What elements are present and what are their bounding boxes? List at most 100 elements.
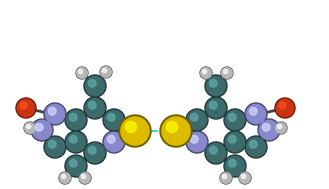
Circle shape [48,140,56,148]
Circle shape [258,119,280,141]
Circle shape [81,174,86,179]
Circle shape [190,135,198,143]
Circle shape [240,173,250,183]
Circle shape [166,121,178,133]
Circle shape [206,76,226,96]
Circle shape [45,104,65,124]
Circle shape [200,67,212,79]
Circle shape [224,155,246,177]
Circle shape [20,102,27,109]
Circle shape [186,109,208,131]
Circle shape [223,69,228,74]
Circle shape [103,131,125,153]
Circle shape [245,103,267,125]
Circle shape [66,110,86,130]
Circle shape [77,68,87,78]
Circle shape [44,136,66,158]
Circle shape [66,156,86,176]
Circle shape [101,67,111,77]
Circle shape [162,117,190,145]
Circle shape [48,107,56,115]
Circle shape [85,98,105,118]
Circle shape [205,75,227,97]
Circle shape [187,132,207,152]
Circle shape [209,101,217,109]
Circle shape [186,131,208,153]
Circle shape [160,115,192,147]
Circle shape [228,135,236,143]
Circle shape [239,172,251,184]
Circle shape [209,146,217,154]
Circle shape [84,75,106,97]
Circle shape [59,172,71,184]
Circle shape [220,172,232,184]
Circle shape [45,137,65,157]
Circle shape [84,142,106,164]
Circle shape [263,123,270,131]
Circle shape [249,140,257,148]
Circle shape [16,98,36,118]
Circle shape [259,120,279,140]
Circle shape [69,113,77,121]
Circle shape [190,113,198,121]
Circle shape [277,124,282,129]
Circle shape [107,113,115,121]
Circle shape [60,173,70,183]
Circle shape [26,124,31,129]
Circle shape [69,135,77,143]
Circle shape [89,79,96,87]
Circle shape [222,68,232,78]
Circle shape [228,113,236,121]
Circle shape [121,117,149,145]
Circle shape [78,69,83,74]
Circle shape [36,123,43,131]
Circle shape [69,159,77,167]
Circle shape [221,67,233,79]
Circle shape [228,159,236,167]
Circle shape [25,123,35,133]
Circle shape [187,110,207,130]
Circle shape [65,109,87,131]
Circle shape [104,132,124,152]
Circle shape [221,173,231,183]
Circle shape [65,155,87,177]
Circle shape [44,103,66,125]
Circle shape [249,107,257,115]
Circle shape [62,174,65,179]
Circle shape [24,122,36,134]
Circle shape [225,132,245,152]
Circle shape [206,143,226,163]
Circle shape [100,66,112,78]
Circle shape [125,121,137,133]
Circle shape [103,109,125,131]
Circle shape [276,123,286,133]
Circle shape [65,131,87,153]
Circle shape [107,135,115,143]
Circle shape [17,99,35,117]
Circle shape [32,120,52,140]
Circle shape [225,156,245,176]
Circle shape [76,67,88,79]
Circle shape [85,76,105,96]
Circle shape [279,102,286,109]
Circle shape [102,68,107,73]
Circle shape [89,146,96,154]
Circle shape [275,122,287,134]
Circle shape [245,136,267,158]
Circle shape [85,143,105,163]
Circle shape [246,104,266,124]
Circle shape [201,68,211,78]
Circle shape [276,99,294,117]
Circle shape [80,173,90,183]
Circle shape [224,131,246,153]
Circle shape [79,172,91,184]
Circle shape [225,110,245,130]
Circle shape [119,115,151,147]
Circle shape [66,132,86,152]
Circle shape [224,109,246,131]
Circle shape [202,69,207,74]
Circle shape [241,174,246,179]
Circle shape [205,97,227,119]
Circle shape [205,142,227,164]
Circle shape [31,119,53,141]
